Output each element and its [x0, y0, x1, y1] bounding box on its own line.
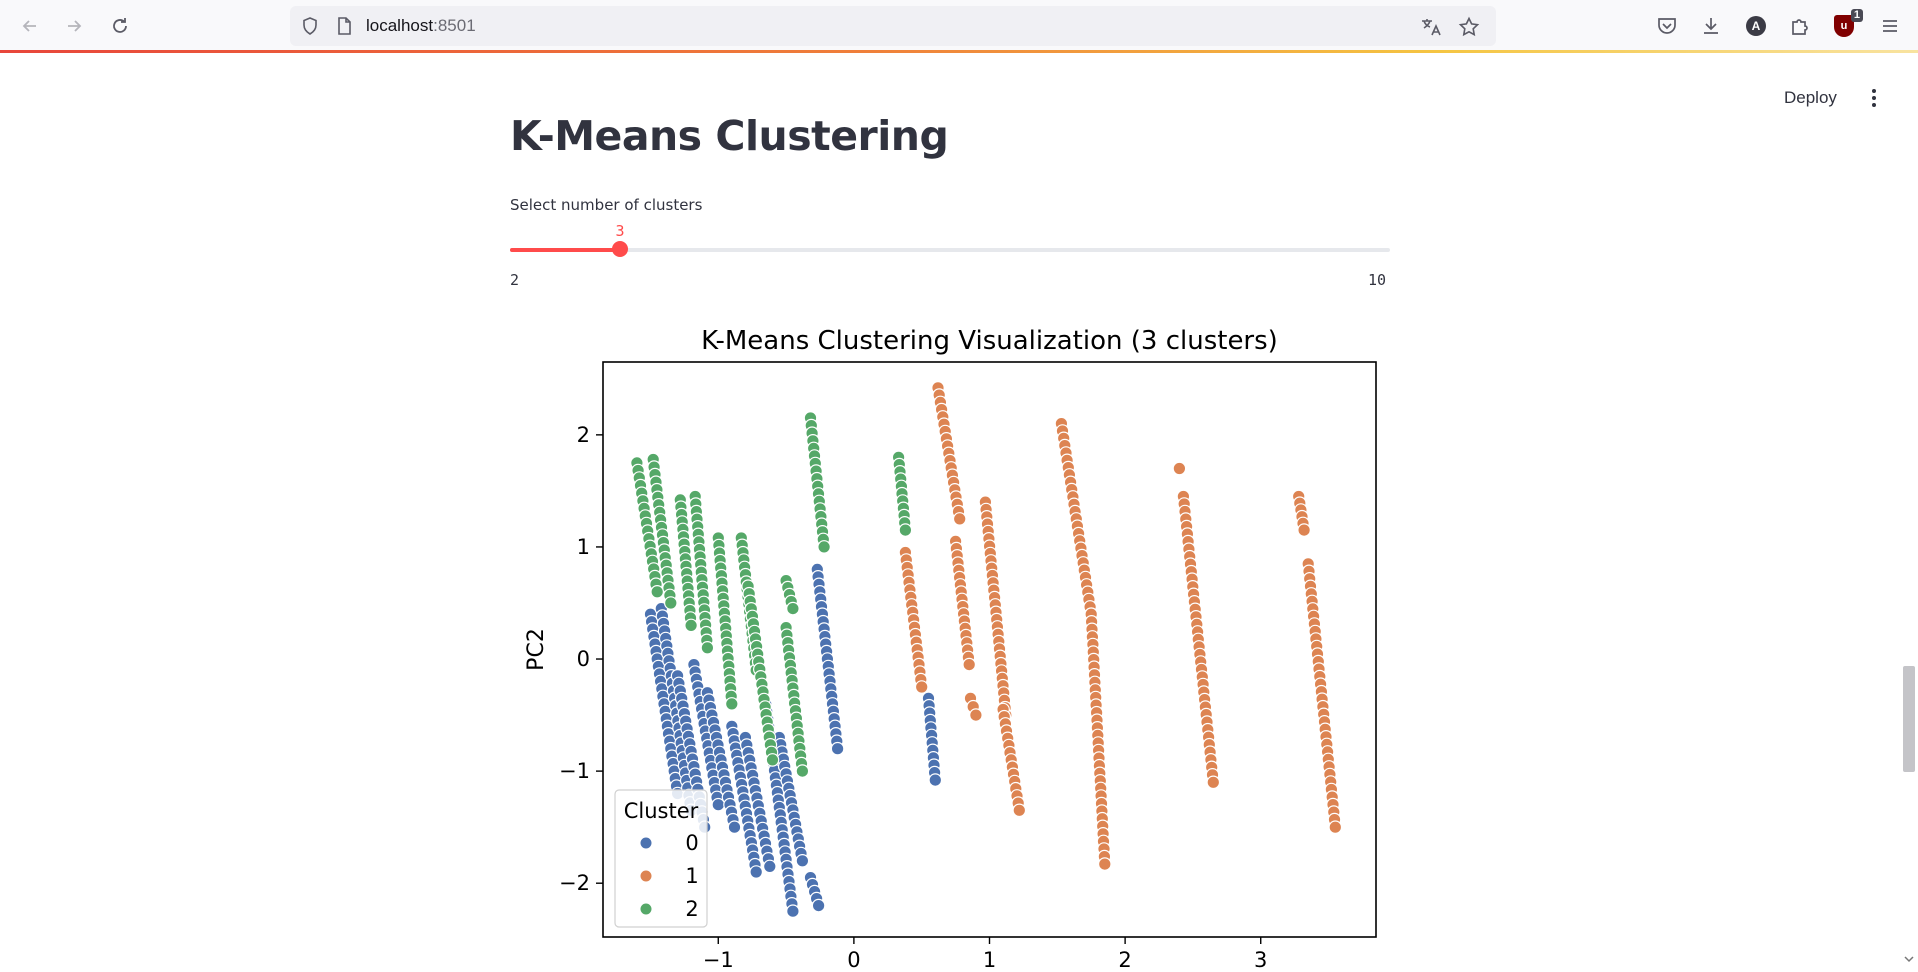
y-axis-label: PC2	[524, 628, 549, 671]
y-tick-label: 0	[577, 647, 590, 671]
cluster-2-point	[650, 584, 664, 599]
account-avatar: A	[1746, 16, 1766, 36]
cluster-2-point	[684, 618, 698, 633]
legend-label-0: 0	[685, 831, 698, 855]
cluster-0-point	[749, 865, 763, 879]
cluster-0-point	[928, 773, 943, 787]
cluster-2-point	[724, 697, 739, 711]
address-bar[interactable]: localhost:8501	[290, 6, 1496, 46]
cluster-1-point	[969, 708, 983, 722]
scrollbar-thumb[interactable]	[1903, 666, 1915, 772]
cluster-2-point	[817, 540, 831, 554]
slider-label: Select number of clusters	[510, 196, 703, 214]
y-tick-label: −2	[559, 871, 590, 895]
cluster-2-point	[795, 764, 810, 778]
cluster-0-point	[830, 741, 845, 756]
x-tick-label: 2	[1118, 948, 1131, 972]
reload-icon[interactable]	[107, 13, 133, 39]
cluster-1-point	[914, 680, 929, 694]
cluster-0-point	[727, 820, 742, 834]
bookmark-star-icon[interactable]	[1458, 16, 1480, 38]
downloads-icon[interactable]	[1698, 13, 1724, 39]
cluster-0-point	[762, 859, 777, 874]
cluster-1-point	[1328, 820, 1343, 834]
cluster-2-point	[700, 640, 715, 655]
slider-fill	[510, 248, 620, 252]
legend-marker-2	[639, 902, 653, 916]
y-tick-label: 1	[577, 535, 590, 559]
translate-icon[interactable]	[1420, 16, 1442, 38]
page-info-icon[interactable]	[334, 16, 354, 36]
ublock-badge: 1	[1850, 9, 1863, 22]
cluster-1-point	[962, 657, 976, 672]
cluster-2-point	[765, 753, 780, 767]
cluster-1-point	[1098, 857, 1112, 871]
x-tick-label: 0	[847, 948, 860, 972]
scrollbar-track[interactable]	[1900, 128, 1918, 972]
x-tick-label: 3	[1254, 948, 1267, 972]
deploy-button[interactable]: Deploy	[1784, 88, 1837, 107]
legend-box	[614, 789, 708, 928]
legend-title: Cluster	[624, 799, 699, 823]
x-tick-label: −1	[703, 948, 734, 972]
cluster-1-point	[952, 512, 967, 526]
page-title: K-Means Clustering	[510, 112, 949, 160]
main-menu-kebab-icon[interactable]	[1860, 84, 1888, 112]
cluster-1-point	[1297, 523, 1311, 537]
cluster-2-point	[663, 596, 678, 610]
slider-current-value: 3	[615, 222, 625, 240]
account-icon[interactable]: A	[1743, 13, 1769, 39]
legend-label-2: 2	[685, 897, 698, 921]
hamburger-menu-icon[interactable]	[1877, 13, 1903, 39]
cluster-0-point	[786, 904, 800, 918]
legend-marker-0	[639, 836, 653, 850]
cluster-slider-track[interactable]	[510, 248, 1390, 252]
legend-marker-1	[639, 869, 653, 883]
chart-title: K-Means Clustering Visualization (3 clus…	[701, 326, 1278, 356]
forward-arrow-icon[interactable]	[61, 13, 87, 39]
loading-accent-bar	[0, 50, 1918, 53]
extensions-puzzle-icon[interactable]	[1787, 13, 1813, 39]
cluster-0-point	[811, 898, 826, 913]
y-tick-label: −1	[559, 759, 590, 783]
url-text[interactable]: localhost:8501	[366, 16, 476, 36]
cluster-2-point	[898, 523, 913, 537]
url-port: :8501	[433, 16, 476, 35]
back-arrow-icon[interactable]	[17, 13, 43, 39]
cluster-1-point	[1206, 775, 1221, 790]
x-tick-label: 1	[983, 948, 996, 972]
shield-icon[interactable]	[300, 16, 320, 36]
cluster-1-point	[1172, 461, 1187, 476]
scroll-down-arrow-icon[interactable]	[1902, 952, 1916, 966]
url-host: localhost	[366, 16, 434, 35]
legend-label-1: 1	[685, 864, 698, 888]
y-tick-label: 2	[577, 423, 590, 447]
cluster-0-point	[795, 853, 810, 868]
cluster-2-point	[786, 601, 800, 616]
slider-max-label: 10	[1368, 271, 1387, 289]
pocket-icon[interactable]	[1654, 13, 1680, 39]
slider-min-label: 2	[510, 271, 520, 289]
plot-area	[602, 361, 1377, 938]
cluster-slider-thumb[interactable]	[612, 241, 628, 257]
cluster-1-point	[1012, 803, 1027, 818]
